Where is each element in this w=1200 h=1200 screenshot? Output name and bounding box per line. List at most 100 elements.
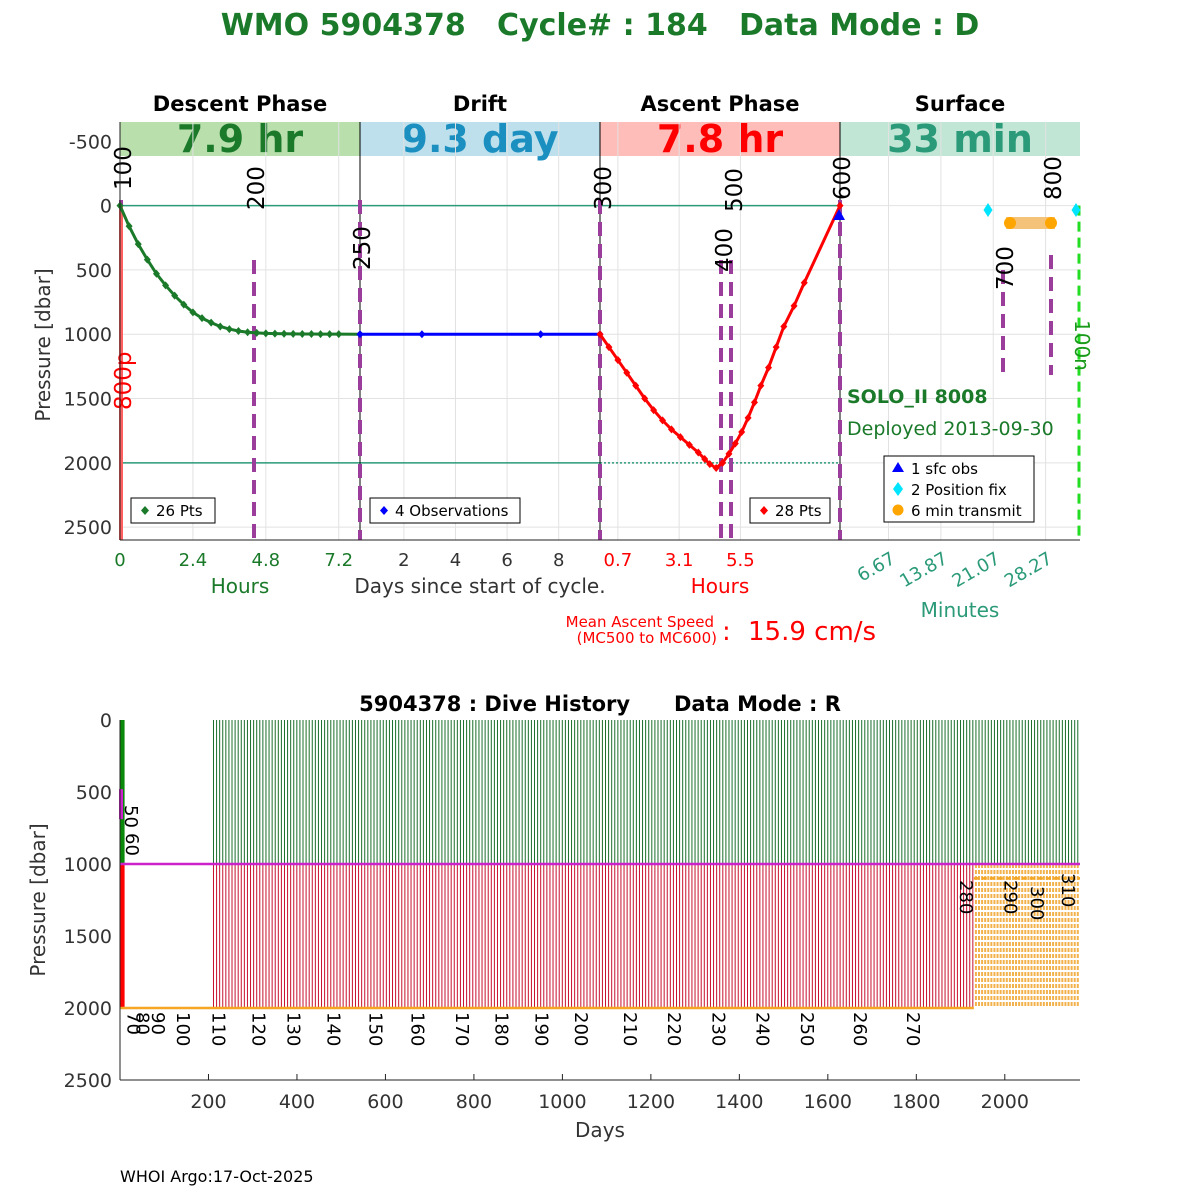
bottom-x-tick-label: 2000 [981,1091,1029,1113]
phase-data-point [207,318,215,327]
position-fix-legend-icon [893,482,903,496]
phase-data-point [271,329,279,338]
phase-data-point [289,329,297,338]
bottom-y-tick-label: 2500 [64,1070,112,1092]
phase-data-point [836,201,844,210]
surface-legend: 1 sfc obs 2 Position fix 6 min transmit [883,455,1035,523]
footer-credit: WHOI Argo:17-Oct-2025 [120,1167,314,1186]
top-y-tick-label: 1000 [64,324,112,346]
cycle-number-label: 280 [955,880,976,914]
phase-data-point [757,381,765,390]
phase-x-tick-label: 6 [501,550,512,571]
cycle-number-label: 180 [491,1012,512,1046]
phase-data-point [253,328,261,337]
phase-duration-0: 7.9 hr [177,117,304,161]
phase-data-point [307,329,315,338]
cycle-number-label: 190 [530,1012,551,1046]
phase-x-axis-label-0: Hours [211,574,270,598]
cycle-number-label: 300 [1026,886,1047,920]
transmit-legend-label: 6 min transmit [911,502,1022,520]
bottom-x-tick-label: 1400 [715,1091,763,1113]
bottom-x-axis-label: Days [575,1118,625,1142]
phase-data-point [725,449,733,458]
bottom-y-tick-label: 2000 [64,998,112,1020]
phase-x-tick-label: 2.4 [179,550,208,571]
mission-event-marker-label: 200 [244,166,270,210]
top-y-tick-label: 0 [100,196,112,218]
cycle-number-label: 50 [120,805,141,828]
phase-title-0: Descent Phase [153,92,327,116]
cycle-number-label: 70 [123,1012,144,1035]
cycle-number-label: 170 [451,1012,472,1046]
phase-data-point [685,440,693,449]
surface-x-tick-label: 13.87 [896,548,951,592]
phase-data-point [614,355,622,364]
cycle-number-label: 90 [147,1012,168,1035]
cycle-number-label: 240 [752,1012,773,1046]
bottom-title: 5904378 : Dive History Data Mode : R [359,692,841,716]
cycle-number-label: 130 [283,1012,304,1046]
near-surface-marker-label: 100n [1070,320,1094,371]
bottom-x-tick-label: 600 [367,1091,403,1113]
phase-data-point [750,398,758,407]
cycle-number-label: 150 [365,1012,386,1046]
phase-data-point [701,454,709,463]
phase-data-point [356,330,364,339]
phase-data-point [198,314,206,323]
float-model: SOLO_II 8008 [847,386,988,408]
mission-event-marker-label: 600 [830,156,856,200]
top-y-axis-label: Pressure [dbar] [31,268,55,421]
phase-data-point [280,329,288,338]
phase-legend-icon-1 [380,506,388,515]
bottom-x-tick-label: 1600 [804,1091,852,1113]
phase-data-point [605,343,613,352]
transmit-legend-icon [892,504,904,516]
park-to-profile-marker-label: 800p [111,352,137,411]
bottom-y-tick-label: 500 [76,782,112,804]
position-fix-point [1071,203,1081,217]
top-y-tick-label: 2000 [64,453,112,475]
phase-data-point [189,308,197,317]
phase-data-point [676,433,684,442]
phase-data-point [719,458,727,467]
transmit-point [1004,217,1016,229]
cycle-number-label: 310 [1057,873,1078,907]
bottom-x-tick-label: 1800 [892,1091,940,1113]
phase-title-2: Ascent Phase [641,92,800,116]
cycle-number-label: 200 [570,1012,591,1046]
cycle-number-label: 270 [902,1012,923,1046]
top-y-tick-label: 2500 [64,517,112,539]
phase-data-point [790,301,798,310]
position-fix-legend-label: 2 Position fix [911,481,1007,499]
phase-data-point [171,291,179,300]
sfc-obs-legend-label: 1 sfc obs [911,460,978,478]
phase-data-point [125,222,133,231]
phase-data-point [706,460,714,469]
mission-event-marker-label: 100 [111,146,137,190]
ascent-speed-separator: : [722,617,731,647]
ascent-speed-label-1: Mean Ascent Speed [566,613,714,631]
figure-title: WMO 5904378 Cycle# : 184 Data Mode : D [221,8,980,43]
phase-band-3 [840,122,1080,156]
phase-data-point [335,330,343,339]
phase-data-point [712,463,720,472]
phase-data-point [765,363,773,372]
phase-legend-icon-2 [760,506,768,515]
phase-data-point [744,413,752,422]
phase-data-point [800,278,808,287]
surface-legend-box [883,455,1035,523]
surface-observation-point [833,209,845,220]
bottom-y-tick-label: 1500 [64,926,112,948]
phase-x-tick-label: 4 [450,550,461,571]
cycle-number-label: 100 [172,1012,193,1046]
phase-duration-3: 33 min [887,117,1033,161]
phase-data-point [162,281,170,290]
phase-data-point [667,425,675,434]
float-deployed: Deployed 2013-09-30 [847,418,1054,440]
ascent-speed-label-2: (MC500 to MC600) [577,629,717,647]
top-y-tick-label: 1500 [64,389,112,411]
cycle-number-label: 250 [796,1012,817,1046]
phase-data-point [134,240,142,249]
transmit-point [1045,217,1057,229]
phase-data-point [225,325,233,334]
